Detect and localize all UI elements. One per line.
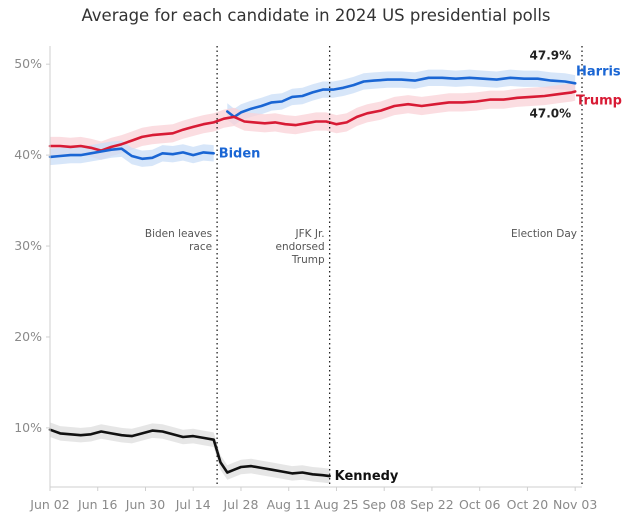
x-tick-label: Jun 02 xyxy=(29,497,69,512)
axes: 10% 20% 30% 40% 50% Jun 02 Jun 16 Jun 30 Jul 14 J… xyxy=(14,46,597,512)
series-label-kennedy: Kennedy xyxy=(335,469,399,484)
y-tick-label: 40% xyxy=(14,147,42,162)
y-tick-label: 10% xyxy=(14,420,42,435)
event-label: JFK Jr. xyxy=(294,228,324,240)
x-tick-label: Oct 20 xyxy=(507,497,549,512)
x-tick-label: Jun 30 xyxy=(125,497,165,512)
event-label: endorsed xyxy=(276,241,325,253)
series-label-biden: Biden xyxy=(219,146,261,161)
x-tick-label: Nov 03 xyxy=(553,497,597,512)
series-label-trump: Trump xyxy=(576,93,622,108)
x-tick-label: Jul 28 xyxy=(222,497,258,512)
y-tick-label: 20% xyxy=(14,329,42,344)
x-tick-label: Sep 08 xyxy=(362,497,405,512)
x-tick-label: Jul 14 xyxy=(175,497,211,512)
event-label: race xyxy=(189,241,212,253)
band-harris xyxy=(227,69,576,126)
x-tick-label: Aug 25 xyxy=(314,497,358,512)
x-tick-label: Aug 11 xyxy=(267,497,311,512)
x-tick-label: Jun 16 xyxy=(77,497,117,512)
line-kennedy xyxy=(48,428,331,478)
line-biden xyxy=(48,147,215,161)
confidence-bands xyxy=(50,69,576,484)
x-tick-label: Oct 06 xyxy=(459,497,501,512)
series-label-harris: Harris xyxy=(576,64,621,79)
line-harris xyxy=(226,76,577,119)
y-tick-label: 30% xyxy=(14,238,42,253)
y-tick-label: 50% xyxy=(14,56,42,71)
line-trump xyxy=(48,90,577,152)
event-label: Biden leaves xyxy=(145,228,212,240)
value-label-trump: 47.0% xyxy=(530,106,572,120)
band-kennedy xyxy=(50,422,330,484)
series-lines xyxy=(48,76,577,478)
event-label: Election Day xyxy=(511,228,577,240)
x-tick-label: Sep 22 xyxy=(410,497,453,512)
chart-title: Average for each candidate in 2024 US pr… xyxy=(81,6,551,25)
series-labels: Harris Trump Biden Kennedy 47.9% 47.0% xyxy=(219,48,622,484)
value-label-harris: 47.9% xyxy=(530,48,572,62)
event-label: Trump xyxy=(291,254,325,266)
